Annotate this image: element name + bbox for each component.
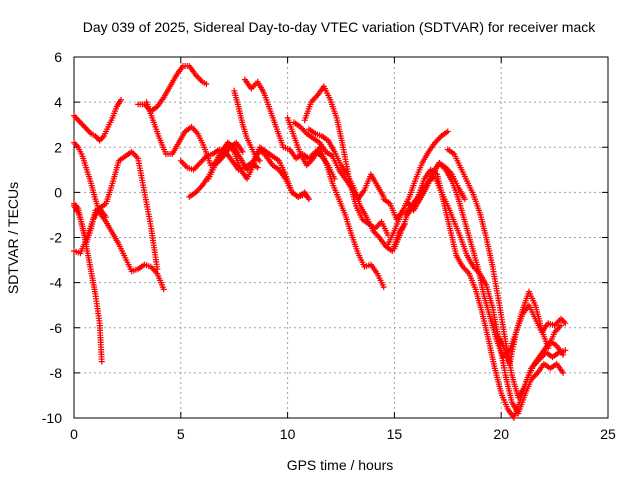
- data-series: [444, 146, 567, 401]
- axis-ticks: 0 5 10 15 20 25 -10 -8 -6 -4 -2 0 2 4 6: [42, 49, 616, 442]
- data-point-marker: [256, 157, 263, 164]
- data-point-marker: [160, 286, 167, 293]
- x-tick-label: 15: [387, 426, 403, 442]
- series-line: [233, 90, 261, 162]
- data-point-marker: [380, 284, 387, 291]
- data-point-marker: [103, 214, 109, 221]
- series-line: [286, 117, 385, 288]
- chart-title: Day 039 of 2025, Sidereal Day-to-day VTE…: [83, 19, 596, 35]
- data-point-marker: [558, 322, 564, 329]
- x-tick-label: 0: [70, 426, 78, 442]
- x-tick-label: 5: [177, 426, 185, 442]
- data-series-group: [71, 63, 569, 421]
- y-tick-label: 6: [54, 49, 62, 65]
- x-tick-label: 25: [600, 426, 616, 442]
- data-point-marker: [444, 128, 451, 135]
- data-series: [493, 288, 564, 367]
- y-axis-label: SDTVAR / TECUs: [5, 182, 21, 294]
- data-series: [291, 119, 387, 203]
- data-point-marker: [254, 164, 261, 171]
- data-point-marker: [461, 196, 468, 203]
- y-tick-label: -6: [50, 320, 63, 336]
- data-series: [71, 202, 105, 365]
- data-point-marker: [306, 196, 312, 203]
- x-tick-label: 10: [280, 426, 296, 442]
- data-point-marker: [239, 148, 246, 155]
- data-point-marker: [203, 81, 210, 88]
- data-series: [71, 96, 124, 144]
- y-tick-label: 0: [54, 184, 62, 200]
- data-series: [412, 173, 567, 417]
- data-series: [71, 200, 109, 245]
- data-series: [306, 126, 409, 254]
- data-point-marker: [98, 358, 105, 365]
- y-tick-label: 2: [54, 139, 62, 155]
- data-series: [71, 148, 161, 273]
- data-series: [71, 139, 167, 293]
- data-point-marker: [562, 320, 569, 327]
- data-series: [241, 76, 338, 182]
- y-tick-label: -10: [42, 410, 62, 426]
- x-tick-label: 20: [493, 426, 509, 442]
- data-point-marker: [562, 347, 569, 354]
- y-tick-label: -4: [50, 275, 63, 291]
- data-point-marker: [560, 369, 567, 376]
- y-tick-label: -2: [50, 230, 63, 246]
- y-tick-label: -8: [50, 365, 63, 381]
- data-series: [231, 87, 263, 164]
- data-point-marker: [154, 266, 161, 273]
- series-line: [73, 205, 103, 363]
- data-series: [284, 114, 387, 291]
- x-axis-label: GPS time / hours: [287, 457, 394, 473]
- data-series: [135, 63, 210, 115]
- y-tick-label: 4: [54, 94, 62, 110]
- data-point-marker: [118, 96, 124, 103]
- data-point-marker: [560, 351, 567, 358]
